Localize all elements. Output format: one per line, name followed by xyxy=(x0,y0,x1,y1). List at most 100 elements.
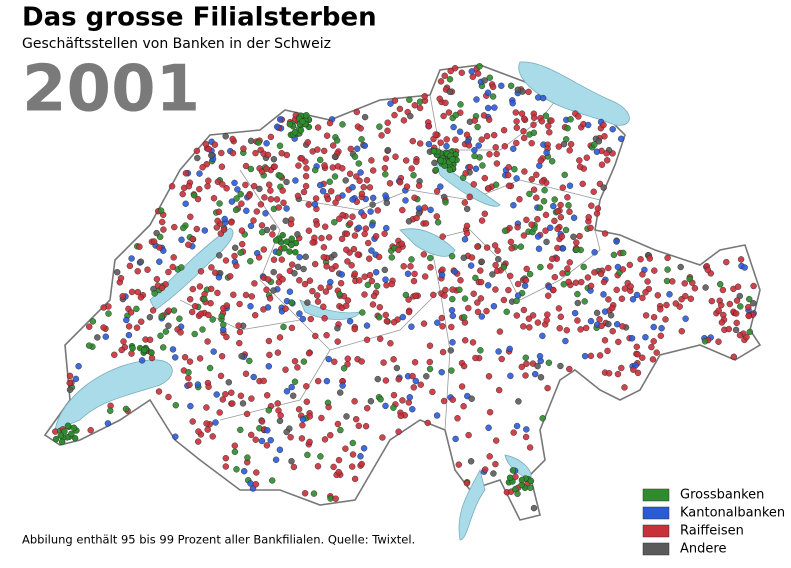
branch-dot xyxy=(576,232,583,240)
branch-dot xyxy=(475,142,482,149)
branch-dot xyxy=(520,127,527,135)
branch-dot xyxy=(501,227,509,235)
branch-dot xyxy=(395,376,402,383)
branch-dot xyxy=(605,320,612,328)
legend-swatch xyxy=(642,488,670,502)
branch-dot xyxy=(218,312,225,320)
branch-dot xyxy=(375,253,383,261)
branch-dot xyxy=(461,199,468,206)
branch-dot xyxy=(270,287,277,294)
branch-dot xyxy=(573,246,580,253)
branch-dot xyxy=(220,226,228,233)
branch-dot xyxy=(363,322,371,329)
branch-dot xyxy=(349,439,356,447)
branch-dot xyxy=(358,136,365,143)
legend-label: Raiffeisen xyxy=(680,524,744,539)
branch-dot xyxy=(321,162,328,169)
branch-dot xyxy=(290,392,297,399)
branch-dot xyxy=(513,139,520,147)
branch-dot xyxy=(191,330,198,338)
branch-dot xyxy=(490,470,497,477)
branch-dot xyxy=(259,228,266,236)
branch-dot xyxy=(126,262,134,270)
branch-dot xyxy=(300,188,308,196)
branch-dot xyxy=(332,495,339,502)
branch-dot xyxy=(367,398,375,405)
branch-dot xyxy=(554,225,561,233)
branch-dot xyxy=(406,394,413,401)
branch-dot xyxy=(562,337,569,345)
branch-dot xyxy=(144,266,151,273)
branch-dot xyxy=(322,288,330,295)
branch-dot xyxy=(228,389,235,396)
branch-dot xyxy=(390,404,397,411)
branch-dot xyxy=(280,323,287,331)
branch-dot xyxy=(317,181,324,189)
branch-dot xyxy=(240,468,248,475)
branch-dot xyxy=(510,201,517,209)
branch-dot xyxy=(355,160,362,167)
footnote: Abbilung enthält 95 bis 99 Prozent aller… xyxy=(22,533,415,547)
branch-dot xyxy=(510,145,517,153)
branch-dot xyxy=(269,477,276,484)
branch-dot xyxy=(247,222,255,230)
branch-dot xyxy=(331,173,339,180)
branch-dot xyxy=(579,180,586,188)
branch-dot xyxy=(351,270,358,277)
branch-dot xyxy=(469,339,477,346)
branch-dot xyxy=(718,302,725,309)
branch-dot xyxy=(571,309,579,317)
branch-dot xyxy=(374,375,381,383)
branch-dot xyxy=(563,327,570,334)
year: 2001 xyxy=(22,53,200,127)
branch-dot xyxy=(251,312,259,319)
branch-dot xyxy=(255,139,262,146)
branch-dot xyxy=(566,182,574,189)
branch-dot xyxy=(496,328,504,335)
subtitle: Geschäftsstellen von Banken in der Schwe… xyxy=(22,36,331,52)
branch-dot xyxy=(360,445,368,452)
branch-dot xyxy=(583,324,590,332)
branch-dot xyxy=(66,372,74,380)
branch-dot xyxy=(378,132,385,139)
branch-dot xyxy=(128,255,135,262)
branch-dot xyxy=(176,315,183,322)
branch-dot xyxy=(64,422,72,429)
branch-dot xyxy=(426,342,434,349)
branch-dot xyxy=(669,278,676,285)
branch-dot xyxy=(576,157,583,164)
branch-dot xyxy=(353,173,360,180)
branch-dot xyxy=(534,233,542,240)
branch-dot xyxy=(182,200,189,208)
branch-dot xyxy=(362,225,369,232)
branch-dot xyxy=(185,369,192,376)
branch-dot xyxy=(537,157,544,164)
branch-dot xyxy=(681,280,688,287)
branch-dot xyxy=(245,192,253,199)
branch-dot xyxy=(462,337,469,344)
branch-dot xyxy=(346,170,354,178)
branch-dot xyxy=(238,200,245,207)
branch-dot xyxy=(701,338,709,345)
branch-dot xyxy=(305,227,313,234)
branch-dot xyxy=(466,193,473,201)
branch-dot xyxy=(146,314,154,321)
branch-dot xyxy=(170,307,178,314)
branch-dot xyxy=(559,270,566,277)
branch-dot xyxy=(307,315,314,323)
branch-dot xyxy=(650,314,658,321)
branch-dot xyxy=(387,340,394,347)
branch-dot xyxy=(194,154,201,162)
branch-dot xyxy=(574,290,581,298)
branch-dot xyxy=(263,165,270,173)
branch-dot xyxy=(483,244,491,251)
branch-dot xyxy=(366,271,374,279)
branch-dot xyxy=(199,164,206,171)
branch-dot xyxy=(390,356,397,363)
branch-dot xyxy=(326,178,333,186)
branch-dot xyxy=(282,305,289,312)
branch-dot xyxy=(344,361,351,368)
branch-dot xyxy=(485,282,492,289)
branch-dot xyxy=(358,190,366,198)
branch-dot xyxy=(610,251,618,259)
